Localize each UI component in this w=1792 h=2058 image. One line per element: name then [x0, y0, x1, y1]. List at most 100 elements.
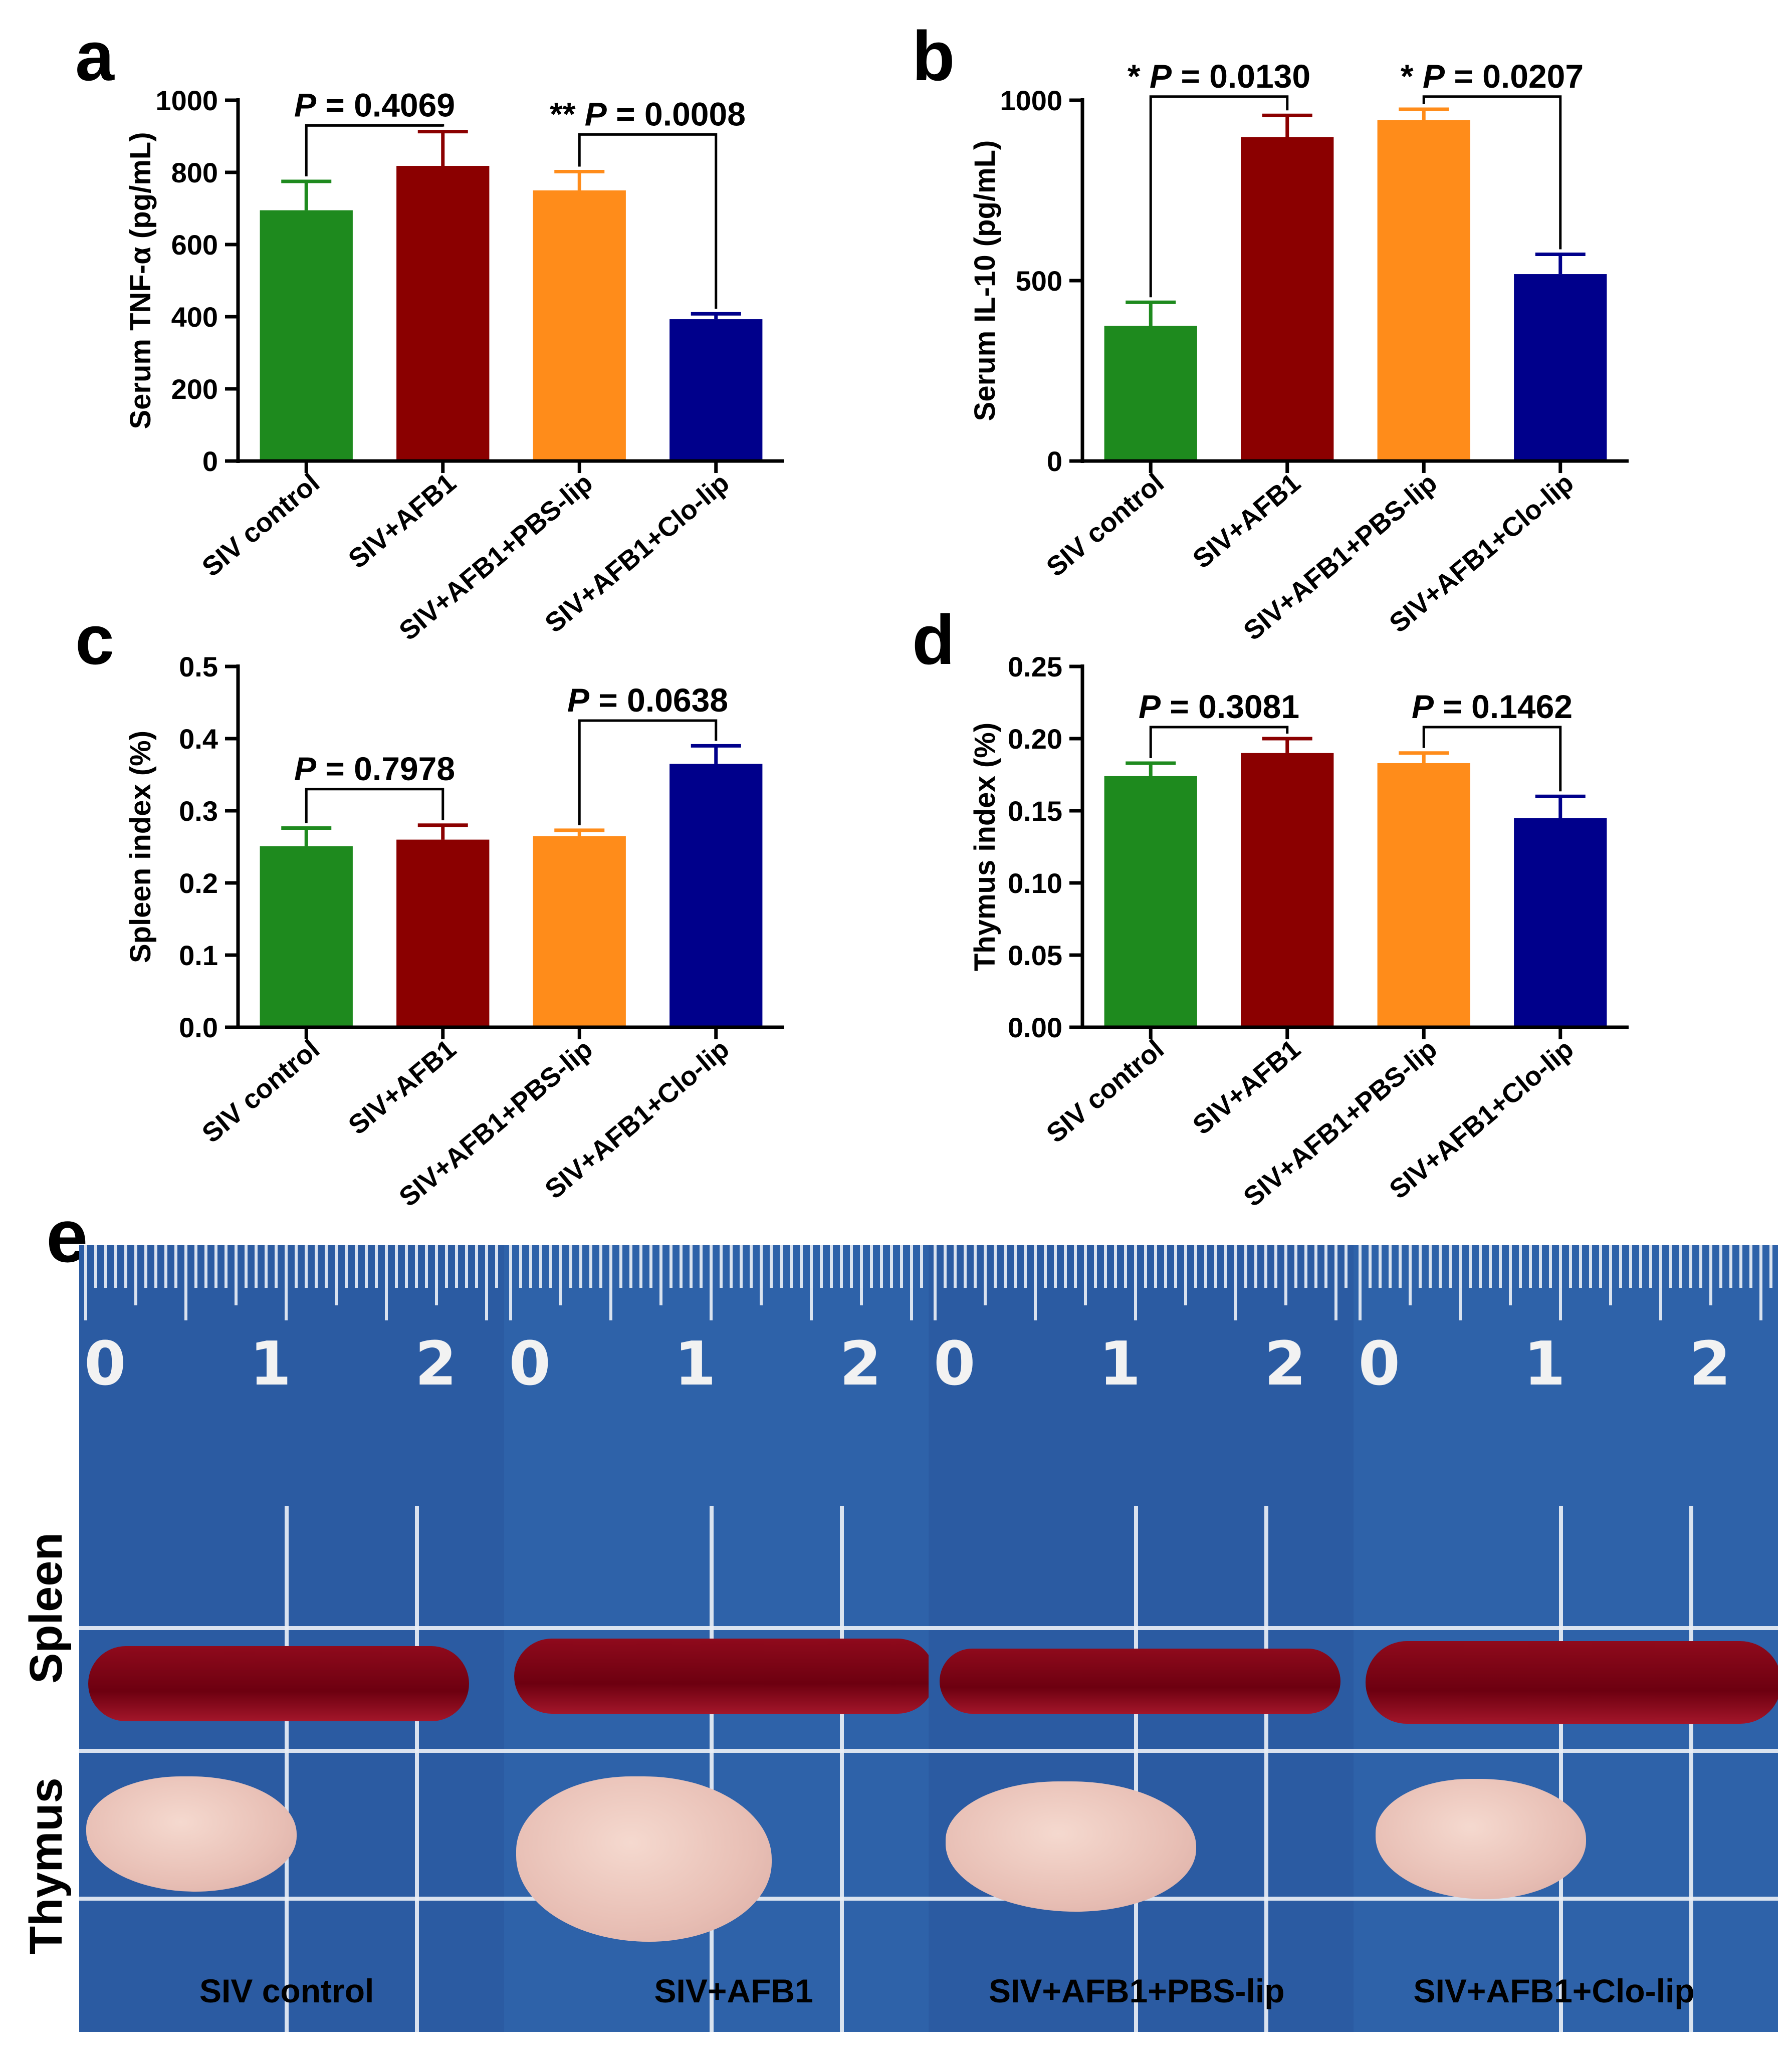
significance-bracket-2: [1422, 726, 1562, 792]
y-tick-label: 0.2: [179, 867, 218, 899]
spleen-sample-4: [1365, 1641, 1778, 1724]
significance-bracket-1: [305, 788, 444, 823]
y-tick-label: 0: [202, 445, 218, 477]
p-symbol: P: [1423, 58, 1445, 95]
ruler-tick: [365, 1245, 368, 1288]
row-label-thymus: Thymus: [21, 1777, 72, 1954]
sample-label-1: SIV control: [199, 1972, 374, 2009]
grid-line: [709, 1506, 714, 2032]
p-value-label-1: P = 0.3081: [1139, 688, 1299, 725]
ruler-tick: [375, 1245, 378, 1288]
spleen-sample-1: [88, 1646, 469, 1721]
ruler-tick: [1599, 1245, 1602, 1288]
ruler-tick: [485, 1245, 488, 1320]
ruler-tick: [1194, 1245, 1197, 1288]
ruler-tick: [819, 1245, 823, 1288]
p-value-label-2: P = 0.1462: [1412, 688, 1573, 725]
ruler-tick: [1134, 1245, 1137, 1320]
ruler-tick: [1669, 1245, 1672, 1288]
significance-bracket-1: [1149, 95, 1289, 298]
ruler-tick: [1488, 1245, 1492, 1288]
grid-line: [1134, 1506, 1138, 2032]
ruler-tick: [974, 1245, 977, 1288]
p-value-label-2: P = 0.0638: [567, 681, 728, 719]
ruler-tick: [285, 1245, 288, 1320]
ruler-number: 2: [1264, 1329, 1306, 1399]
y-tick-label: 800: [171, 157, 218, 188]
p-value: = 0.0638: [589, 681, 728, 719]
ruler-tick: [1314, 1245, 1317, 1288]
ruler-tick: [1094, 1245, 1097, 1288]
ruler-tick: [739, 1245, 743, 1288]
ruler-tick: [629, 1245, 632, 1288]
ruler-tick: [194, 1245, 197, 1288]
ruler-tick: [529, 1245, 532, 1288]
y-tick-label: 500: [1016, 265, 1062, 297]
ruler-tick: [1024, 1245, 1027, 1288]
significance-bracket-2: [1422, 95, 1562, 250]
ruler-tick: [94, 1245, 97, 1288]
ruler-tick: [1468, 1245, 1472, 1288]
grid-line: [929, 1749, 1354, 1753]
ruler-tick: [1719, 1245, 1722, 1288]
ruler-tick: [1709, 1245, 1712, 1305]
ruler-tick: [1448, 1245, 1452, 1288]
p-symbol: P: [294, 86, 317, 123]
p-value: = 0.1462: [1434, 688, 1573, 725]
y-tick-label: 600: [171, 229, 218, 261]
y-tick-label: 0.20: [1008, 723, 1062, 755]
ruler-tick: [1428, 1245, 1432, 1288]
grid-line: [1353, 1749, 1778, 1753]
ruler-tick: [549, 1245, 552, 1288]
ruler-tick: [1154, 1245, 1157, 1288]
ruler-tick: [1264, 1245, 1267, 1288]
ruler-tick: [709, 1245, 713, 1320]
grid-line: [79, 1897, 504, 1901]
row-label-spleen: Spleen: [21, 1532, 72, 1684]
ruler-tick: [839, 1245, 843, 1288]
ruler-tick: [1334, 1245, 1337, 1320]
ruler-tick: [1759, 1245, 1762, 1320]
p-value: = 0.3081: [1161, 688, 1299, 725]
ruler-tick: [984, 1245, 987, 1305]
y-axis-label: Serum TNF-α (pg/mL): [124, 132, 157, 429]
ruler-tick: [519, 1245, 522, 1288]
y-tick-label: 0: [1047, 445, 1062, 477]
ruler-tick: [1458, 1245, 1462, 1320]
p-value-label-1: P = 0.4069: [294, 86, 455, 123]
p-value: = 0.0207: [1445, 58, 1584, 95]
ruler-tick: [1378, 1245, 1382, 1288]
ruler-tick: [1345, 1245, 1348, 1288]
ruler-tick: [1284, 1245, 1287, 1305]
ruler-tick: [144, 1245, 147, 1288]
ruler-tick: [539, 1245, 542, 1288]
ruler-tick: [1579, 1245, 1582, 1288]
ruler-tick: [1408, 1245, 1412, 1305]
ruler-tick: [779, 1245, 783, 1288]
panel-label-b: b: [912, 17, 955, 95]
grid-line: [839, 1506, 844, 2032]
ruler-number: 1: [674, 1329, 717, 1399]
p-symbol: P: [585, 95, 607, 132]
x-tick-label: SIV control: [1041, 468, 1170, 582]
ruler-tick: [1589, 1245, 1592, 1288]
ruler-tick: [1324, 1245, 1327, 1288]
ruler-tick: [405, 1245, 408, 1288]
ruler-tick: [900, 1245, 903, 1288]
ruler-tick: [1144, 1245, 1147, 1288]
y-tick-label: 400: [171, 301, 218, 333]
ruler-number: 1: [1523, 1329, 1566, 1399]
ruler-tick: [325, 1245, 328, 1288]
bar-2: [396, 839, 490, 1027]
ruler-tick: [1649, 1245, 1652, 1288]
bar-4: [1514, 818, 1607, 1027]
p-value: = 0.4069: [316, 86, 455, 123]
ruler-tick: [1254, 1245, 1257, 1288]
grid-line: [929, 1626, 1354, 1630]
significance-bracket-2: [578, 719, 718, 825]
x-tick-label: SIV control: [196, 1034, 325, 1149]
ruler-tick: [689, 1245, 693, 1288]
ruler-tick: [889, 1245, 893, 1288]
ruler-tick: [609, 1245, 612, 1320]
p-symbol: P: [294, 750, 317, 787]
